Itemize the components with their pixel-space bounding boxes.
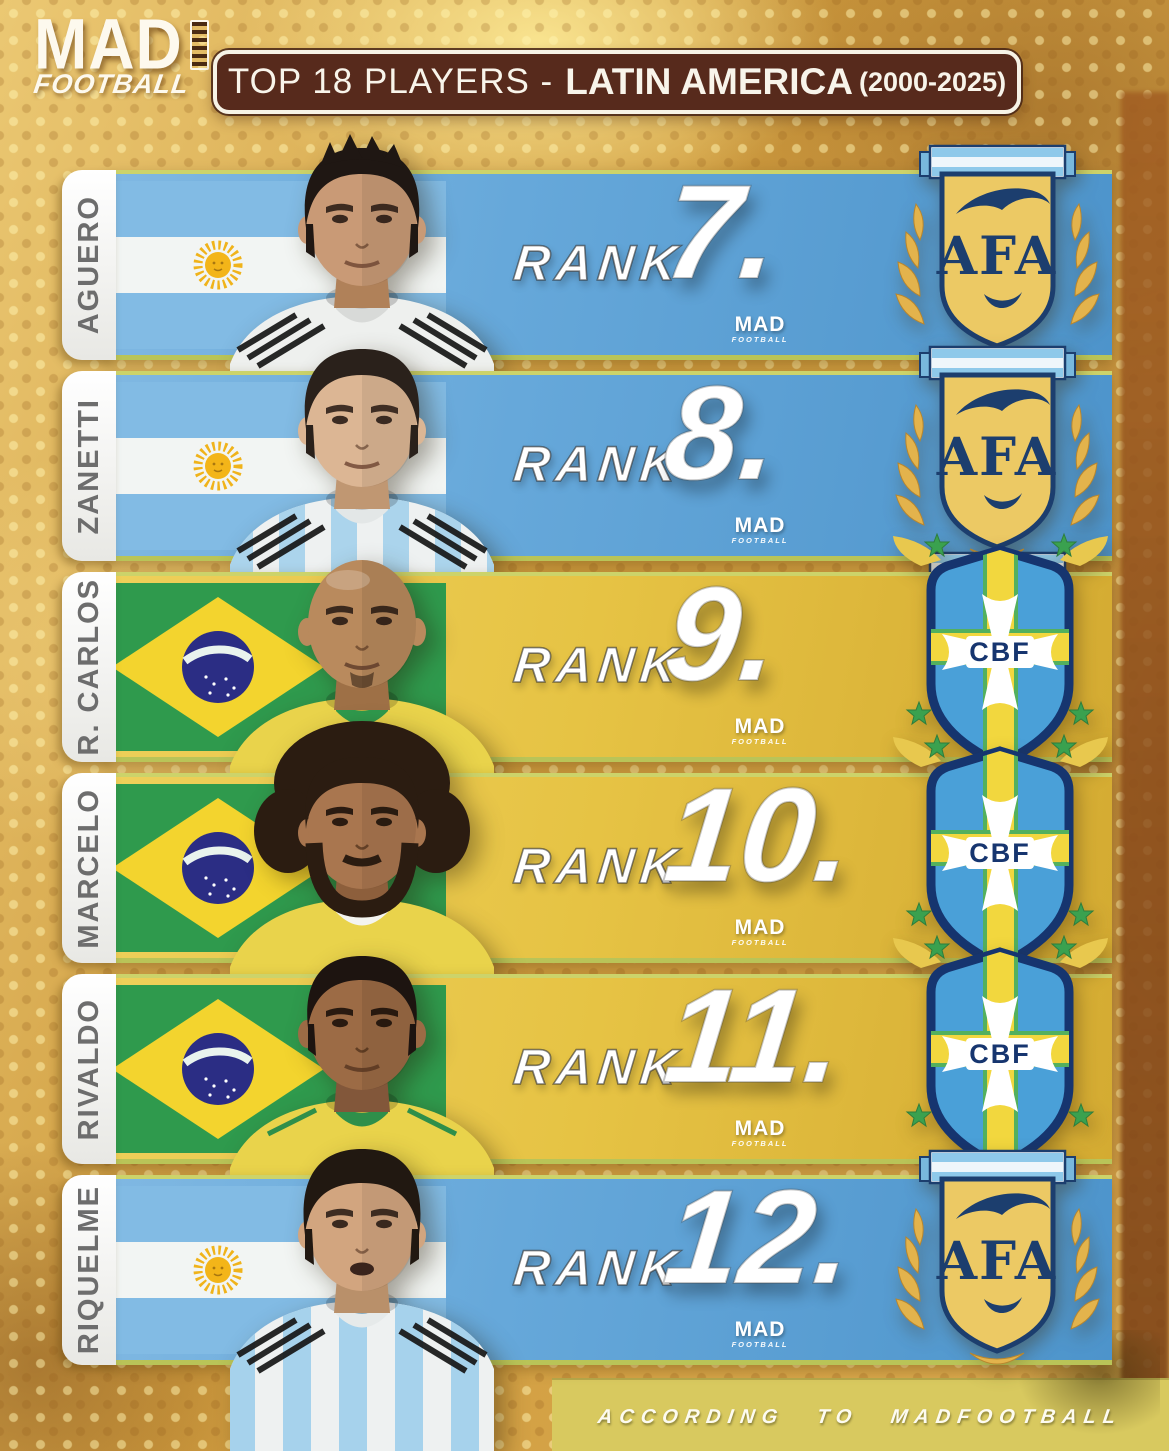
player-row-zanetti: ZANETTI RANK 8. MAD FOOTBALL: [0, 345, 1169, 585]
sun-of-may-icon: [193, 1245, 243, 1295]
player-row-marcelo: MARCELO RANK 10. MAD FOOTBALL: [0, 721, 1169, 983]
title-banner: TOP 18 PLAYERS - LATIN AMERICA (2000-202…: [213, 50, 1021, 114]
sun-of-may-icon: [193, 441, 243, 491]
player-row-aguero: AGUERO RANK 7. MAD FOOTBALL A: [0, 134, 1169, 384]
svg-text:AFA: AFA: [936, 1231, 1058, 1292]
cbf-badge-icon: CBF: [893, 532, 1108, 782]
player-photo-aguero: [212, 112, 512, 374]
cbf-badge-icon: CBF: [893, 934, 1108, 1184]
player-name-bar: R. CARLOS: [62, 572, 116, 762]
player-row-riquelme: RIQUELME RANK 12. MAD FOOTBALL: [0, 1149, 1169, 1451]
title-years: (2000-2025): [858, 66, 1007, 97]
rank-label: RANK: [510, 1239, 686, 1297]
madfootball-watermark: MAD FOOTBALL: [731, 1318, 789, 1349]
madfootball-watermark: MAD FOOTBALL: [731, 514, 789, 545]
madfootball-watermark: MAD FOOTBALL: [731, 1117, 789, 1148]
title-prefix: TOP 18 PLAYERS -: [227, 62, 554, 101]
svg-text:AFA: AFA: [936, 226, 1058, 287]
svg-text:CBF: CBF: [969, 1039, 1031, 1069]
cbf-badge-icon: CBF: [893, 733, 1108, 983]
footer-credit: ACCORDING TO MADFOOTBALL: [596, 1406, 1124, 1428]
player-name-bar: ZANETTI: [62, 371, 116, 561]
player-name: RIVALDO: [72, 997, 105, 1141]
madfootball-watermark: MAD FOOTBALL: [731, 916, 789, 947]
afa-badge-icon: AFA: [890, 1149, 1105, 1389]
player-name-bar: MARCELO: [62, 773, 116, 963]
player-name-bar: RIVALDO: [62, 974, 116, 1164]
player-name: RIQUELME: [72, 1185, 105, 1355]
madfootball-logo: MAD FOOTBALL: [31, 8, 209, 100]
rank-number: 12.: [657, 1162, 861, 1313]
player-photo-zanetti: [212, 313, 512, 575]
player-name-bar: AGUERO: [62, 170, 116, 360]
rank-number: 9.: [657, 559, 786, 710]
sun-of-may-icon: [193, 240, 243, 290]
madfootball-watermark: MAD FOOTBALL: [731, 313, 789, 344]
svg-text:CBF: CBF: [969, 637, 1031, 667]
rank-number: 11.: [657, 961, 851, 1112]
player-name-bar: RIQUELME: [62, 1175, 116, 1365]
madfootball-watermark: MAD FOOTBALL: [731, 715, 789, 746]
rank-label: RANK: [510, 435, 686, 493]
player-row-rivaldo: RIVALDO RANK 11. MAD FOOTBALL: [0, 934, 1169, 1184]
logo-text-mad: MAD: [34, 3, 183, 85]
svg-text:AFA: AFA: [936, 427, 1058, 488]
player-name: ZANETTI: [72, 397, 105, 535]
player-name: AGUERO: [72, 195, 105, 335]
rank-label: RANK: [510, 837, 686, 895]
player-photo-riquelme: [212, 1117, 512, 1451]
rank-label: RANK: [510, 234, 686, 292]
rank-label: RANK: [510, 636, 686, 694]
svg-text:CBF: CBF: [969, 838, 1031, 868]
afa-badge-icon: AFA: [890, 345, 1105, 585]
player-photo-marcelo: [212, 715, 512, 977]
rank-number: 8.: [657, 358, 786, 509]
rank-number: 7.: [657, 157, 786, 308]
player-name: R. CARLOS: [72, 578, 105, 756]
logo-text-football: FOOTBALL: [31, 68, 192, 99]
title-region: LATIN AMERICA: [565, 61, 853, 102]
rank-label: RANK: [510, 1038, 686, 1096]
player-photo-rivaldo: [212, 916, 512, 1178]
rank-number: 10.: [657, 760, 861, 911]
barcode-icon: [189, 20, 209, 70]
right-shadow-band: [1121, 92, 1169, 1382]
player-name: MARCELO: [72, 787, 105, 949]
